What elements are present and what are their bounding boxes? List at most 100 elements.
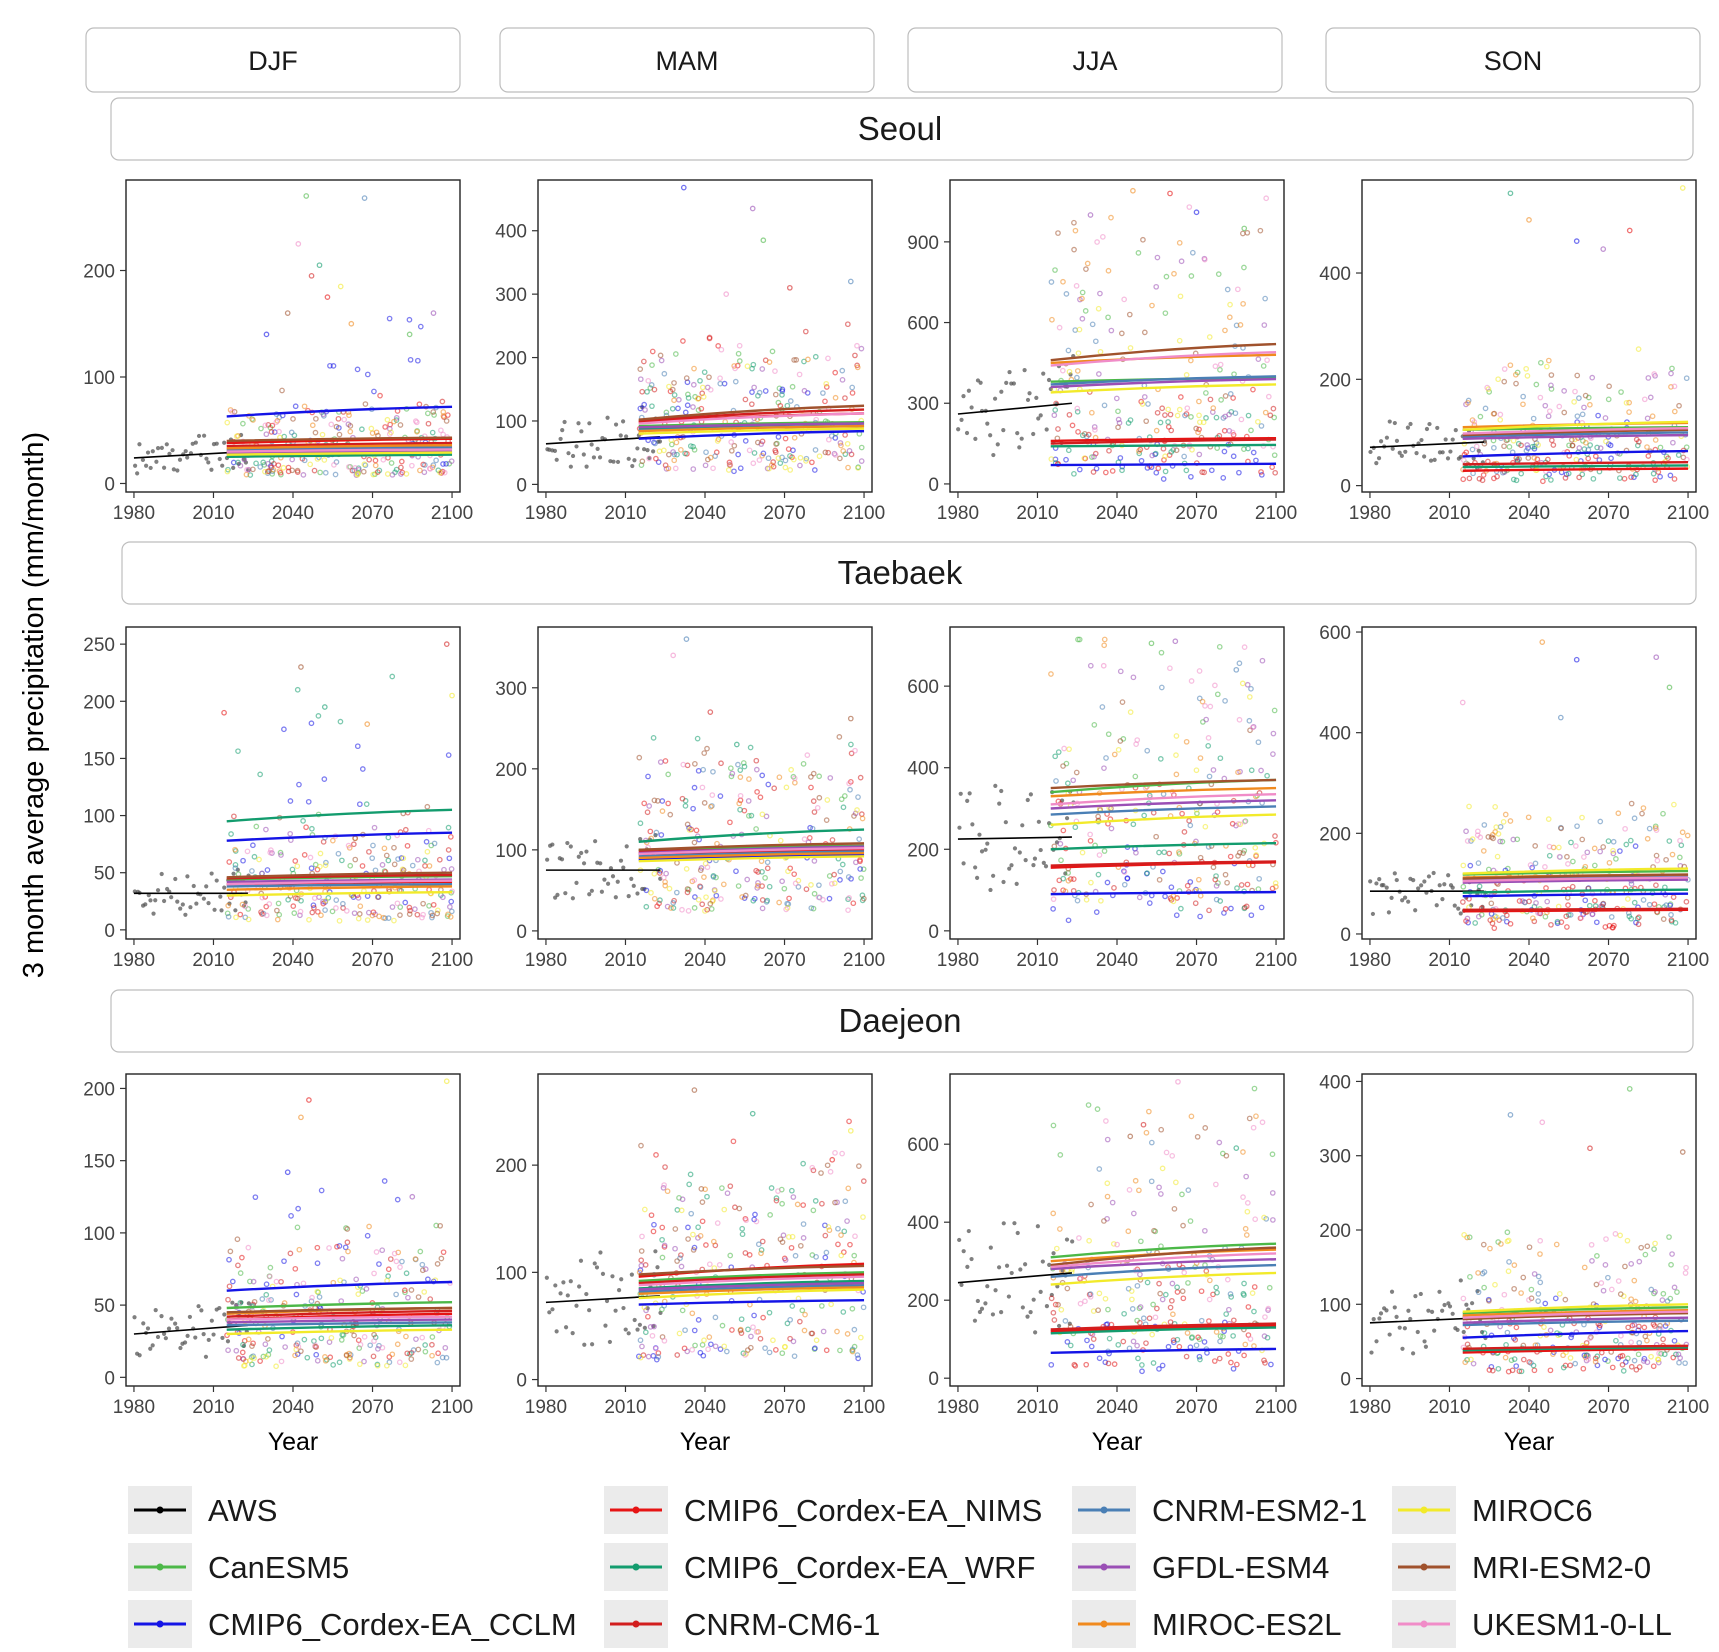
point-MIROC6 bbox=[1079, 849, 1086, 856]
point-CMIP6_Cordex-EA_CCLM bbox=[359, 766, 366, 772]
point-CMIP6_Cordex-EA_NIMS bbox=[1516, 1368, 1523, 1375]
point-AWS bbox=[977, 832, 982, 837]
point-MRI-ESM2-0 bbox=[851, 813, 857, 819]
point-MIROC-ES2L bbox=[1210, 405, 1217, 411]
point-AWS bbox=[1012, 1221, 1017, 1226]
point-CMIP6_Cordex-EA_NIMS bbox=[290, 903, 297, 909]
point-CanESM5 bbox=[1215, 880, 1221, 886]
point-CMIP6_Cordex-EA_WRF bbox=[422, 857, 428, 864]
point-CMIP6_Cordex-EA_CCLM bbox=[1602, 1356, 1608, 1363]
point-CMIP6_Cordex-EA_NIMS bbox=[1198, 1288, 1205, 1295]
point-CNRM-ESM2-1 bbox=[1608, 914, 1615, 920]
point-CMIP6_Cordex-EA_WRF bbox=[260, 459, 267, 466]
point-CanESM5 bbox=[1057, 1152, 1064, 1158]
point-AWS bbox=[1025, 797, 1030, 803]
point-CNRM-ESM2-1 bbox=[385, 915, 392, 921]
point-MRI-ESM2-0 bbox=[1119, 699, 1126, 705]
trend-line-CanESM5 bbox=[1462, 1306, 1689, 1315]
point-MIROC6 bbox=[1493, 824, 1500, 830]
point-AWS bbox=[206, 901, 211, 906]
point-MIROC6 bbox=[306, 916, 312, 923]
point-UKESM1-0-LL bbox=[1671, 383, 1678, 390]
point-MRI-ESM2-0 bbox=[1081, 430, 1088, 437]
point-UKESM1-0-LL bbox=[743, 1217, 749, 1224]
point-CMIP6_Cordex-EA_WRF bbox=[739, 1231, 746, 1238]
point-AWS bbox=[972, 1318, 978, 1323]
point-CanESM5 bbox=[1217, 366, 1223, 373]
point-AWS bbox=[635, 1327, 640, 1332]
point-MRI-ESM2-0 bbox=[1525, 455, 1532, 461]
point-MIROC6 bbox=[721, 1206, 728, 1213]
point-GFDL-ESM4 bbox=[1631, 1321, 1638, 1328]
point-AWS bbox=[1446, 873, 1451, 878]
point-CNRM-ESM2-1 bbox=[1206, 773, 1213, 780]
point-MIROC6 bbox=[1048, 456, 1055, 462]
point-CMIP6_Cordex-EA_WRF bbox=[1634, 915, 1641, 922]
point-AWS bbox=[1038, 847, 1043, 853]
point-CanESM5 bbox=[249, 416, 255, 422]
point-CMIP6_Cordex-EA_WRF bbox=[330, 1362, 337, 1368]
point-AWS bbox=[1435, 425, 1440, 431]
point-MRI-ESM2-0 bbox=[265, 1336, 271, 1342]
point-CMIP6_Cordex-EA_NIMS bbox=[1652, 477, 1659, 484]
point-CanESM5 bbox=[769, 348, 776, 355]
point-CMIP6_Cordex-EA_WRF bbox=[840, 804, 847, 811]
legend-dot bbox=[1420, 1620, 1428, 1628]
point-CMIP6_Cordex-EA_WRF bbox=[1165, 419, 1171, 425]
trend-line-CMIP6_Cordex-EA_WRF bbox=[1462, 464, 1689, 469]
point-AWS bbox=[177, 457, 183, 462]
point-UKESM1-0-LL bbox=[242, 903, 249, 910]
point-UKESM1-0-LL bbox=[1497, 411, 1504, 418]
point-CNRM-CM6-1 bbox=[1243, 903, 1250, 910]
point-CNRM-ESM2-1 bbox=[322, 469, 329, 476]
point-GFDL-ESM4 bbox=[1589, 911, 1596, 917]
point-CMIP6_Cordex-EA_NIMS bbox=[250, 1340, 256, 1347]
point-CMIP6_Cordex-EA_WRF bbox=[657, 897, 663, 903]
point-UKESM1-0-LL bbox=[1585, 1356, 1592, 1363]
point-CMIP6_Cordex-EA_NIMS bbox=[435, 1350, 441, 1357]
point-CMIP6_Cordex-EA_CCLM bbox=[305, 798, 312, 805]
point-UKESM1-0-LL bbox=[1224, 1276, 1231, 1283]
point-MRI-ESM2-0 bbox=[667, 811, 674, 818]
point-MRI-ESM2-0 bbox=[1141, 329, 1148, 336]
point-MIROC6 bbox=[1200, 419, 1207, 426]
point-CNRM-ESM2-1 bbox=[1134, 1282, 1141, 1289]
point-MIROC6 bbox=[777, 837, 784, 844]
point-AWS bbox=[1018, 1267, 1023, 1272]
x-tick-label: 2070 bbox=[763, 503, 805, 524]
point-MIROC6 bbox=[1173, 733, 1180, 739]
point-AWS bbox=[191, 883, 196, 889]
point-UKESM1-0-LL bbox=[1628, 1339, 1634, 1346]
point-AWS bbox=[164, 442, 169, 447]
point-AWS bbox=[1471, 456, 1476, 461]
point-CNRM-ESM2-1 bbox=[813, 1253, 819, 1260]
point-MRI-ESM2-0 bbox=[797, 1242, 804, 1249]
point-CMIP6_Cordex-EA_CCLM bbox=[448, 898, 455, 905]
point-CNRM-ESM2-1 bbox=[249, 868, 255, 874]
point-MIROC-ES2L bbox=[1679, 829, 1686, 836]
point-CMIP6_Cordex-EA_NIMS bbox=[306, 1097, 312, 1103]
point-MIROC6 bbox=[860, 1214, 866, 1220]
point-CMIP6_Cordex-EA_WRF bbox=[685, 395, 692, 401]
point-MIROC-ES2L bbox=[414, 428, 420, 435]
point-CMIP6_Cordex-EA_WRF bbox=[1529, 443, 1536, 450]
legend-label: CMIP6_Cordex-EA_WRF bbox=[684, 1550, 1035, 1585]
point-UKESM1-0-LL bbox=[796, 371, 803, 378]
point-AWS bbox=[170, 448, 175, 453]
x-tick-label: 2040 bbox=[684, 1397, 726, 1418]
point-GFDL-ESM4 bbox=[660, 1184, 667, 1191]
point-CMIP6_Cordex-EA_WRF bbox=[385, 857, 392, 864]
point-CMIP6_Cordex-EA_WRF bbox=[1055, 749, 1062, 755]
point-UKESM1-0-LL bbox=[1556, 403, 1563, 410]
point-CNRM-ESM2-1 bbox=[434, 1359, 441, 1366]
point-CMIP6_Cordex-EA_CCLM bbox=[1048, 1361, 1055, 1368]
point-MIROC-ES2L bbox=[1108, 214, 1114, 221]
point-CanESM5 bbox=[402, 1289, 408, 1296]
point-MRI-ESM2-0 bbox=[808, 1330, 815, 1337]
point-GFDL-ESM4 bbox=[1087, 212, 1094, 218]
point-CNRM-ESM2-1 bbox=[1185, 1187, 1192, 1193]
point-CMIP6_Cordex-EA_WRF bbox=[257, 771, 263, 778]
point-AWS bbox=[1397, 1325, 1402, 1330]
point-CMIP6_Cordex-EA_CCLM bbox=[1102, 1359, 1109, 1366]
trend-line-UKESM1-0-LL bbox=[638, 847, 865, 856]
